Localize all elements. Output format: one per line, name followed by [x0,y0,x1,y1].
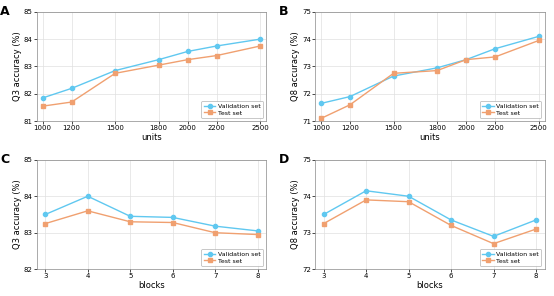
Test set [406,200,412,203]
Validation set [490,235,497,238]
Line: Validation set: Validation set [321,189,538,239]
Validation set [170,215,176,219]
Line: Test set: Test set [40,44,263,108]
Line: Test set: Test set [319,38,541,120]
Y-axis label: Q3 accuracy (%): Q3 accuracy (%) [13,180,22,249]
Validation set [448,218,454,222]
Validation set [84,194,91,198]
Line: Test set: Test set [321,198,538,246]
Validation set [347,95,353,98]
Test set [347,103,353,107]
Validation set [112,69,119,72]
Text: A: A [0,5,10,18]
Test set [39,104,46,108]
Validation set [320,213,327,216]
Test set [533,227,540,231]
Validation set [406,194,412,198]
Test set [42,222,49,225]
Validation set [434,66,440,70]
Validation set [213,44,220,48]
Validation set [492,47,499,51]
Validation set [257,37,264,41]
Validation set [317,102,324,105]
Validation set [39,96,46,100]
Validation set [184,50,191,53]
X-axis label: blocks: blocks [417,281,443,290]
Test set [490,242,497,245]
Test set [184,58,191,62]
Line: Validation set: Validation set [319,34,541,105]
Validation set [390,74,397,78]
Y-axis label: Q8 accuracy (%): Q8 accuracy (%) [291,32,300,101]
Test set [363,198,370,202]
Validation set [535,35,542,38]
Legend: Validation set, Test set: Validation set, Test set [480,101,541,118]
Line: Validation set: Validation set [43,194,260,233]
Validation set [127,215,134,218]
Legend: Validation set, Test set: Validation set, Test set [480,249,541,266]
Test set [254,233,261,236]
Test set [127,220,134,223]
Validation set [533,218,540,222]
Y-axis label: Q8 accuracy (%): Q8 accuracy (%) [291,180,300,249]
Validation set [463,58,469,62]
Test set [448,224,454,227]
Text: B: B [279,5,288,18]
Text: D: D [279,153,289,166]
Test set [257,44,264,48]
Test set [463,58,469,62]
Test set [213,54,220,57]
Validation set [155,58,162,62]
Test set [492,55,499,59]
Validation set [68,87,75,90]
Test set [68,100,75,104]
Line: Validation set: Validation set [40,37,263,100]
Text: C: C [0,153,9,166]
Validation set [254,229,261,233]
Validation set [42,213,49,216]
Test set [155,63,162,67]
Legend: Validation set, Test set: Validation set, Test set [202,249,263,266]
Test set [84,209,91,213]
Test set [212,231,218,234]
X-axis label: units: units [419,133,440,142]
Line: Test set: Test set [43,209,260,237]
Test set [317,117,324,120]
Y-axis label: Q3 accuracy (%): Q3 accuracy (%) [13,32,22,101]
Test set [434,69,440,72]
Validation set [363,189,370,193]
Test set [320,222,327,225]
Legend: Validation set, Test set: Validation set, Test set [202,101,263,118]
Validation set [212,224,218,228]
Test set [112,72,119,75]
Test set [170,221,176,224]
X-axis label: units: units [141,133,162,142]
X-axis label: blocks: blocks [138,281,165,290]
Test set [390,72,397,75]
Test set [535,39,542,42]
